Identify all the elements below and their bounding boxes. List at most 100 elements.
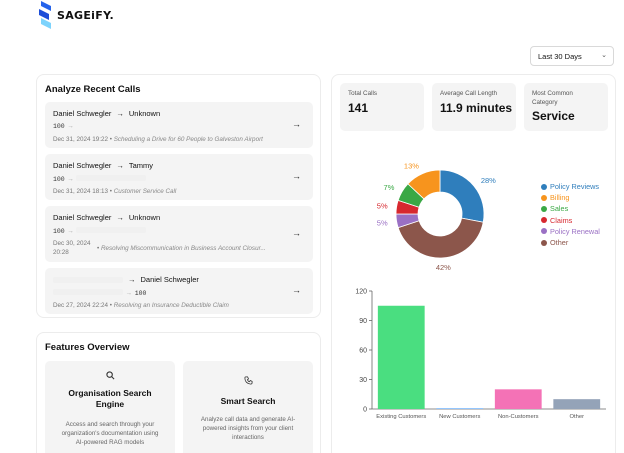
search-icon [45, 371, 175, 382]
donut-slice-label: 13% [404, 162, 419, 170]
call-number-value: 100 [53, 123, 65, 130]
y-tick-label: 30 [359, 377, 367, 384]
legend-item[interactable]: Policy Reviews [541, 181, 600, 192]
separator-dot: • [109, 188, 114, 195]
donut-slice-label: 5% [377, 218, 388, 227]
arrow-right-icon: → [126, 290, 131, 297]
legend-label: Policy Reviews [550, 182, 600, 192]
recent-calls-panel: Analyze Recent Calls Daniel Schwegler → … [36, 74, 321, 318]
donut-slice-label: 28% [481, 176, 496, 185]
call-timestamp-time: 20:28 [53, 249, 69, 256]
feature-desc-line: powered insights from your client [202, 424, 294, 432]
stat-label: Total Calls [348, 90, 378, 97]
donut-slice-other[interactable] [397, 217, 484, 259]
separator-dot: • [109, 136, 114, 143]
call-number: 100 → [53, 227, 147, 235]
open-call-arrow-icon[interactable]: → [292, 119, 301, 129]
legend-swatch [541, 183, 547, 190]
donut-slice-label: 7% [384, 183, 395, 192]
open-call-arrow-icon[interactable]: → [292, 171, 301, 181]
stat-total-calls: Total Calls 141 [340, 83, 424, 131]
customer-type-bar-chart: 0 30 60 90 120 Existing Customers New Customer… [355, 289, 606, 420]
x-tick-label: Other [570, 414, 585, 420]
y-tick-label: 60 [359, 348, 367, 355]
call-meta: 20:28 [53, 249, 69, 256]
call-topic: Customer Service Call [113, 188, 177, 195]
bar-other[interactable] [553, 399, 601, 409]
y-tick-label: 120 [355, 289, 367, 296]
stat-value: 11.9 minutes [440, 101, 513, 115]
feature-desc-line: Analyze call data and generate AI- [200, 416, 296, 423]
feature-title-line: Organisation Search [68, 388, 152, 398]
brand-logo[interactable]: SAGEiFY. [38, 0, 114, 30]
call-card[interactable]: → Daniel Schwegler → 100 Dec 27, 2024 22… [45, 268, 313, 314]
separator-dot: • [109, 302, 114, 309]
call-participants: → Daniel Schwegler [53, 275, 199, 284]
caller-name: Daniel Schwegler [53, 161, 112, 170]
feature-title-line: Engine [95, 399, 125, 410]
brand-name: SAGEiFY. [57, 8, 114, 22]
legend-swatch [541, 205, 547, 212]
donut-slice-policy-reviews[interactable] [439, 169, 485, 223]
date-range-value: Last 30 Days [538, 51, 582, 61]
legend-item[interactable]: Claims [541, 215, 600, 226]
chevron-down-icon: ⌄ [601, 52, 607, 59]
feature-desc-line: organization's documentation using [61, 429, 159, 437]
donut-slice-billing[interactable] [407, 169, 441, 200]
bar-non-customers[interactable] [494, 389, 542, 409]
donut-legend: Policy Reviews Billing Sales Claims Policy R… [541, 181, 600, 248]
stat-value: Service [532, 109, 575, 123]
legend-item[interactable]: Sales [541, 203, 600, 214]
arrow-right-icon: → [68, 176, 73, 183]
legend-item[interactable]: Policy Renewal [541, 226, 600, 237]
call-timestamp: Dec 27, 2024 22:24 [53, 302, 108, 309]
feature-title: Organisation Search Engine [51, 388, 169, 410]
legend-label: Sales [550, 204, 569, 214]
feature-card-smart-search[interactable]: Smart Search Analyze call data and gener… [183, 361, 313, 453]
donut-slice-label: 5% [377, 202, 388, 211]
legend-swatch [541, 217, 547, 224]
stat-label-line: Category [532, 98, 558, 106]
feature-card-org-search[interactable]: Organisation Search Engine Access and se… [45, 361, 175, 453]
open-call-arrow-icon[interactable]: → [292, 228, 301, 238]
bar-existing-customers[interactable] [377, 305, 425, 409]
redacted-number [53, 289, 123, 295]
date-range-select[interactable]: Last 30 Days ⌄ [530, 46, 614, 66]
bar-new-customers[interactable] [436, 408, 484, 410]
caller-name: Daniel Schwegler [53, 109, 112, 118]
call-number-value: 100 [53, 176, 65, 183]
stat-label: Average Call Length [440, 90, 497, 97]
open-call-arrow-icon[interactable]: → [292, 285, 301, 295]
stat-common-category: Most Common Category Service [524, 83, 608, 131]
call-number: 100 → [53, 175, 147, 183]
call-topic: Scheduling a Drive for 60 People to Galv… [113, 136, 263, 143]
legend-swatch [541, 194, 547, 201]
call-number-value: 100 [53, 228, 65, 235]
call-card[interactable]: Daniel Schwegler → Tammy 100 → Dec 31, 2… [45, 154, 313, 200]
feature-desc-line: AI-powered RAG models [75, 438, 145, 446]
call-meta: Dec 31, 2024 18:13 • Customer Service Ca… [53, 188, 176, 195]
call-topic: Resolving an Insurance Deductible Claim [113, 302, 229, 309]
redacted-number [76, 227, 147, 233]
recent-calls-title: Analyze Recent Calls [45, 84, 141, 95]
call-card[interactable]: Daniel Schwegler → Unknown 100 → Dec 30,… [45, 206, 313, 262]
x-tick-label: Existing Customers [376, 414, 426, 420]
call-topic: Resolving Miscommunication in Business A… [100, 245, 266, 252]
legend-label: Billing [550, 193, 570, 203]
category-donut-chart: 28% 42% 5% 5% 7% 13% [377, 162, 496, 272]
call-card[interactable]: Daniel Schwegler → Unknown 100 → Dec 31,… [45, 102, 313, 148]
phone-icon [183, 376, 313, 387]
legend-item[interactable]: Other [541, 237, 600, 248]
call-topic-line: • Resolving Miscommunication in Business… [97, 245, 266, 252]
feature-title: Smart Search [189, 396, 307, 407]
call-participants: Daniel Schwegler → Tammy [53, 161, 153, 170]
call-number: → 100 [53, 289, 146, 297]
stat-label: Most Common Category [532, 90, 602, 107]
call-number-value: 100 [134, 290, 147, 297]
callee-name: Daniel Schwegler [140, 275, 199, 284]
stat-label-line: Most Common [532, 90, 573, 97]
arrow-right-icon: → [68, 228, 73, 235]
legend-item[interactable]: Billing [541, 192, 600, 203]
separator-dot: • [97, 245, 101, 252]
callee-name: Unknown [128, 109, 161, 118]
